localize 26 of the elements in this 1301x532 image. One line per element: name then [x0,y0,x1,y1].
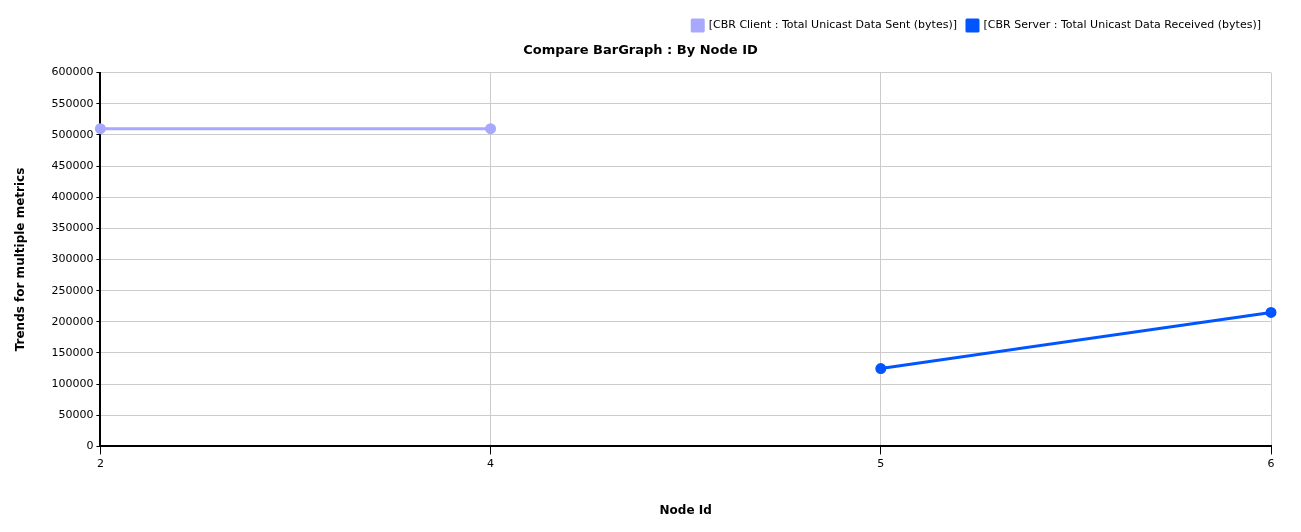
legend-label: [CBR Server : Total Unicast Data Received (bytes)] [983,18,1262,32]
y-tick-label: 200000 [51,314,94,328]
y-tick-label: 250000 [51,283,94,297]
y-tick-label: 50000 [58,408,94,422]
y-tick-label: 450000 [51,158,94,172]
point [94,123,106,135]
y-tick-label: 300000 [51,252,94,266]
x-tick-label: 2 [96,456,104,470]
y-tick-label: 550000 [51,96,94,110]
y-tick-label: 0 [86,439,94,453]
x-tick-label: 4 [487,456,495,470]
x-axis-title: Node Id [659,502,712,517]
y-tick-label: 500000 [51,127,94,141]
legend-label: [CBR Client : Total Unicast Data Sent (bytes)] [708,18,957,32]
y-tick-label: 150000 [51,345,94,359]
x-tick-label: 5 [877,456,885,470]
y-tick-label: 400000 [51,190,94,204]
y-axis-title: Trends for multiple metrics [13,167,28,352]
y-tick-label: 600000 [51,65,94,79]
point [485,123,497,135]
point [875,363,887,375]
y-tick-label: 100000 [51,376,94,390]
x-tick-label: 6 [1267,456,1275,470]
chart-title: Compare BarGraph : By Node ID [523,42,759,58]
point [1265,306,1277,318]
y-tick-label: 350000 [51,221,94,235]
